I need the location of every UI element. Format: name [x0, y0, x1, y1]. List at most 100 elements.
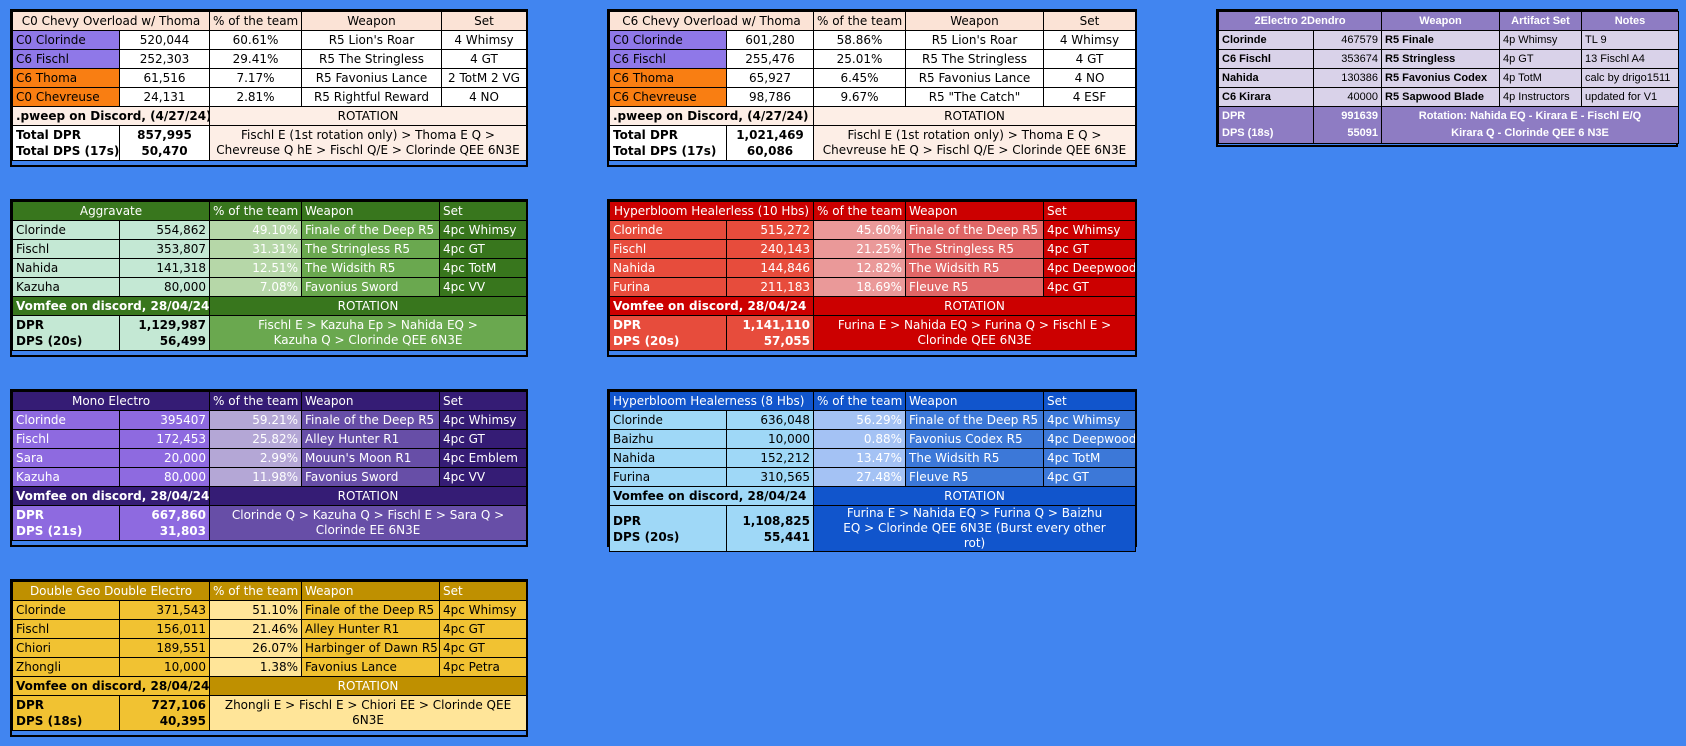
char-note: calc by drigo1511 [1581, 68, 1679, 88]
char-weapon: R5 Lion's Roar [905, 30, 1044, 50]
table-row: C6 Chevreuse 98,786 9.67% R5 "The Catch"… [609, 87, 1136, 107]
char-name: Kazuha [12, 277, 120, 297]
col-weapon-header: Weapon [905, 11, 1044, 31]
col-set-header: Set [439, 581, 527, 601]
char-pct: 2.99% [209, 448, 303, 468]
col-set-header: Set [441, 11, 527, 31]
char-damage: 10,000 [119, 657, 210, 677]
rotation-text: Rotation: Nahida EQ - Kirara E - Fischl … [1381, 106, 1679, 144]
char-name: Furina [609, 277, 727, 297]
table-row: Baizhu 10,000 0.88% Favonius Codex R5 4p… [609, 429, 1137, 449]
char-name: Fischl [609, 239, 727, 259]
table-row: Clorinde 554,862 49.10% Finale of the De… [12, 220, 527, 240]
table-row: Furina 310,565 27.48% Fleuve R5 4pc GT [609, 467, 1137, 487]
char-damage: 636,048 [725, 410, 815, 430]
table-row: Zhongli 10,000 1.38% Favonius Lance 4pc … [12, 657, 527, 677]
char-pct: 31.31% [209, 239, 302, 259]
char-set: 4p Instructors [1499, 87, 1582, 107]
char-set: 4pc GT [1043, 239, 1137, 259]
char-set: 4pc Whimsy [1043, 220, 1137, 240]
char-set: 4 GT [441, 49, 527, 69]
char-pct: 26.07% [209, 638, 302, 658]
char-name: Chiori [12, 638, 120, 658]
char-damage: 395407 [118, 410, 211, 430]
dpr-value: 727,106 40,395 [119, 695, 210, 731]
dpr-value: 1,141,110 57,055 [725, 315, 815, 351]
char-damage: 61,516 [119, 68, 210, 88]
char-damage: 189,551 [119, 638, 210, 658]
col-pct-header: % of the team [209, 11, 302, 31]
char-pct: 25.01% [813, 49, 906, 69]
char-note: TL 9 [1581, 30, 1679, 50]
rotation-text: Clorinde Q > Kazuha Q > Fischl E > Sara … [209, 505, 528, 541]
rotation-header: ROTATION [209, 106, 527, 126]
char-weapon: R5 Lion's Roar [301, 30, 442, 50]
char-name: C6 Kirara [1218, 87, 1314, 107]
table-row: C0 Clorinde 601,280 58.86% R5 Lion's Roa… [609, 30, 1136, 50]
team-title: C0 Chevy Overload w/ Thoma [12, 11, 210, 31]
dpr-value: 667,860 31,803 [118, 505, 211, 541]
table-row: C0 Chevreuse 24,131 2.81% R5 Rightful Re… [12, 87, 527, 107]
char-pct: 2.81% [209, 87, 302, 107]
char-set: 4pc VV [439, 467, 528, 487]
char-set: 4pc GT [439, 429, 528, 449]
table-row: C6 Fischl 353674 R5 Stringless 4p GT 13 … [1218, 49, 1679, 69]
char-set: 4pc Whimsy [1043, 410, 1137, 430]
char-damage: 40000 [1313, 87, 1382, 107]
char-name: C6 Chevreuse [609, 87, 727, 107]
char-weapon: Favonius Sword [301, 467, 441, 487]
col-set-header: Artifact Set [1499, 11, 1582, 31]
char-weapon: Finale of the Deep R5 [301, 220, 440, 240]
char-set: 4 NO [441, 87, 527, 107]
char-pct: 7.17% [209, 68, 302, 88]
char-damage: 467579 [1313, 30, 1382, 50]
char-set: 4p GT [1499, 49, 1582, 69]
dpr-label: DPR DPS (18s) [12, 695, 120, 731]
credit-text: Vomfee on discord, 28/04/24 [11, 486, 211, 506]
team-title: Mono Electro [11, 391, 211, 411]
char-name: C6 Fischl [1218, 49, 1314, 69]
char-note: 13 Fischl A4 [1581, 49, 1679, 69]
credit-text: Vomfee on discord, 28/04/24 [12, 676, 210, 696]
char-pct: 51.10% [209, 600, 302, 620]
char-name: C6 Fischl [609, 49, 727, 69]
col-pct-header: % of the team [209, 201, 302, 221]
col-weapon-header: Weapon [301, 201, 440, 221]
char-weapon: Alley Hunter R1 [301, 619, 440, 639]
char-weapon: R5 Sapwood Blade [1381, 87, 1500, 107]
char-name: C0 Clorinde [12, 30, 120, 50]
dpr-label: DPR DPS (20s) [12, 315, 120, 351]
char-name: Clorinde [609, 410, 727, 430]
table-row: Nahida 130386 R5 Favonius Codex 4p TotM … [1218, 68, 1679, 88]
char-note: updated for V1 [1581, 87, 1679, 107]
char-set: 4pc Petra [439, 657, 527, 677]
rotation-header: ROTATION [209, 676, 527, 696]
char-set: 4pc GT [1043, 467, 1137, 487]
table-row: C6 Thoma 61,516 7.17% R5 Favonius Lance … [12, 68, 527, 88]
char-damage: 130386 [1313, 68, 1382, 88]
char-damage: 252,303 [119, 49, 210, 69]
char-name: C0 Clorinde [609, 30, 727, 50]
rotation-header: ROTATION [813, 106, 1136, 126]
char-set: 4pc Deepwood [1043, 429, 1137, 449]
char-set: 4 ESF [1043, 87, 1136, 107]
col-pct-header: % of the team [813, 11, 906, 31]
col-pct-header: % of the team [813, 391, 907, 411]
rotation-text: Fischl E (1st rotation only) > Thoma E Q… [813, 125, 1136, 161]
col-set-header: Set [1043, 391, 1137, 411]
char-name: Fischl [12, 429, 120, 449]
char-set: 4pc TotM [1043, 448, 1137, 468]
team-title: Hyperbloom Healerless (10 Hbs) [608, 201, 815, 221]
col-weapon-header: Weapon [301, 11, 442, 31]
dpr-value: 857,995 50,470 [119, 125, 210, 161]
dpr-label: DPR DPS (20s) [609, 505, 727, 552]
rotation-text: Fischl E (1st rotation only) > Thoma E Q… [209, 125, 527, 161]
col-weapon-header: Weapon [905, 391, 1045, 411]
table-row: Kazuha 80,000 11.98% Favonius Sword 4pc … [12, 467, 528, 487]
credit-text: .pweep on Discord, (4/27/24) [609, 106, 814, 126]
char-pct: 13.47% [813, 448, 907, 468]
col-pct-header: % of the team [209, 581, 302, 601]
char-pct: 6.45% [813, 68, 906, 88]
char-damage: 80,000 [119, 277, 210, 297]
char-set: 4 Whimsy [441, 30, 527, 50]
